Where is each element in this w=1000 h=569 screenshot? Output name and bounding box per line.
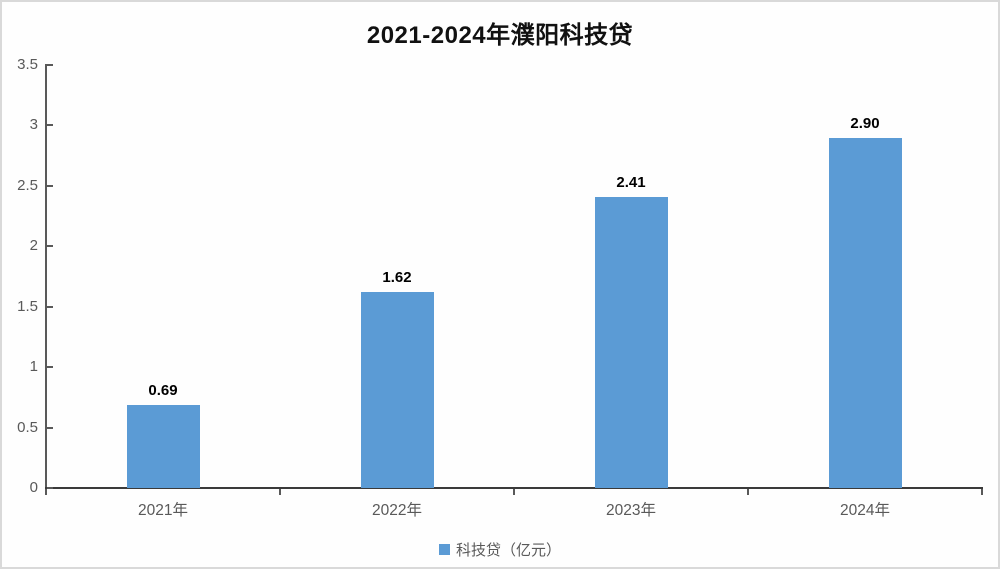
y-tick [47, 426, 53, 429]
chart-title: 2021-2024年濮阳科技贷 [366, 22, 634, 49]
y-tick-label: 0 [29, 479, 38, 496]
y-tick [47, 64, 53, 66]
y-tick [47, 305, 53, 308]
bar-2023年 [594, 196, 668, 488]
bar-value-label: 1.62 [382, 269, 412, 287]
bar-2024年 [828, 137, 902, 488]
bar-value-label: 0.69 [148, 381, 178, 399]
bar-2022年 [360, 292, 434, 488]
legend-swatch-icon [438, 544, 450, 555]
y-tick-label: 1 [29, 358, 38, 376]
y-tick-label: 3 [29, 116, 38, 134]
y-tick-label: 0.5 [17, 418, 38, 436]
y-tick-label: 1.5 [17, 297, 38, 315]
y-tick [47, 124, 53, 127]
x-tick [981, 489, 983, 495]
bar-value-label: 2.41 [616, 173, 646, 191]
y-tick [47, 487, 53, 489]
x-category-label: 2023年 [606, 502, 656, 519]
bar-value-label: 2.90 [850, 114, 880, 132]
x-category-label: 2021年 [138, 502, 188, 519]
y-tick [47, 366, 53, 369]
x-tick [513, 489, 515, 495]
x-tick [279, 489, 281, 495]
x-tick [45, 489, 47, 495]
x-category-label: 2022年 [372, 502, 422, 519]
y-tick-label: 3.5 [17, 56, 38, 73]
y-tick [47, 184, 53, 187]
y-tick [47, 245, 53, 248]
x-category-label: 2024年 [840, 502, 890, 519]
y-axis-line [45, 64, 47, 489]
legend: 科技贷（亿元） [2, 539, 998, 560]
x-tick [747, 489, 749, 495]
bar-2021年 [126, 404, 200, 488]
legend-label: 科技贷（亿元） [455, 542, 561, 559]
y-tick-label: 2 [29, 237, 38, 255]
x-axis-line [45, 487, 983, 489]
y-tick-label: 2.5 [17, 176, 38, 194]
